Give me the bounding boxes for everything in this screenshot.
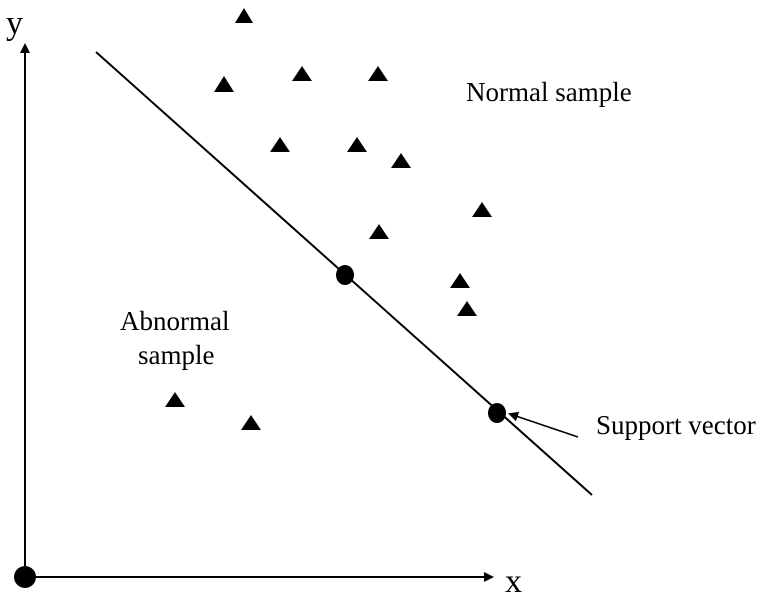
- support-vector-pointer: [508, 411, 579, 438]
- normal-sample-triangle: [347, 137, 367, 152]
- support-vector-dot: [488, 403, 506, 423]
- abnormal-sample-triangle: [241, 415, 261, 430]
- y-axis-label: y: [6, 5, 23, 42]
- abnormal-sample-triangle: [165, 392, 185, 407]
- normal-sample-triangle: [369, 224, 389, 239]
- normal-sample-triangle: [368, 66, 388, 81]
- origin-dot: [14, 566, 36, 588]
- abnormal-sample-label-line2: sample: [138, 340, 214, 370]
- normal-sample-triangle: [391, 153, 411, 168]
- support-vector-dot: [336, 265, 354, 285]
- normal-sample-triangle: [214, 76, 234, 92]
- normal-sample-label: Normal sample: [466, 77, 632, 107]
- normal-sample-triangle: [292, 66, 312, 81]
- support-vector-label: Support vector: [596, 410, 756, 440]
- normal-sample-triangle: [270, 137, 290, 152]
- abnormal-sample-label-line1: Abnormal: [120, 306, 229, 336]
- x-axis-label: x: [505, 563, 522, 596]
- normal-sample-triangle: [235, 8, 253, 23]
- normal-sample-triangle: [450, 273, 470, 288]
- normal-sample-triangle: [457, 301, 477, 316]
- normal-sample-triangle: [472, 202, 492, 217]
